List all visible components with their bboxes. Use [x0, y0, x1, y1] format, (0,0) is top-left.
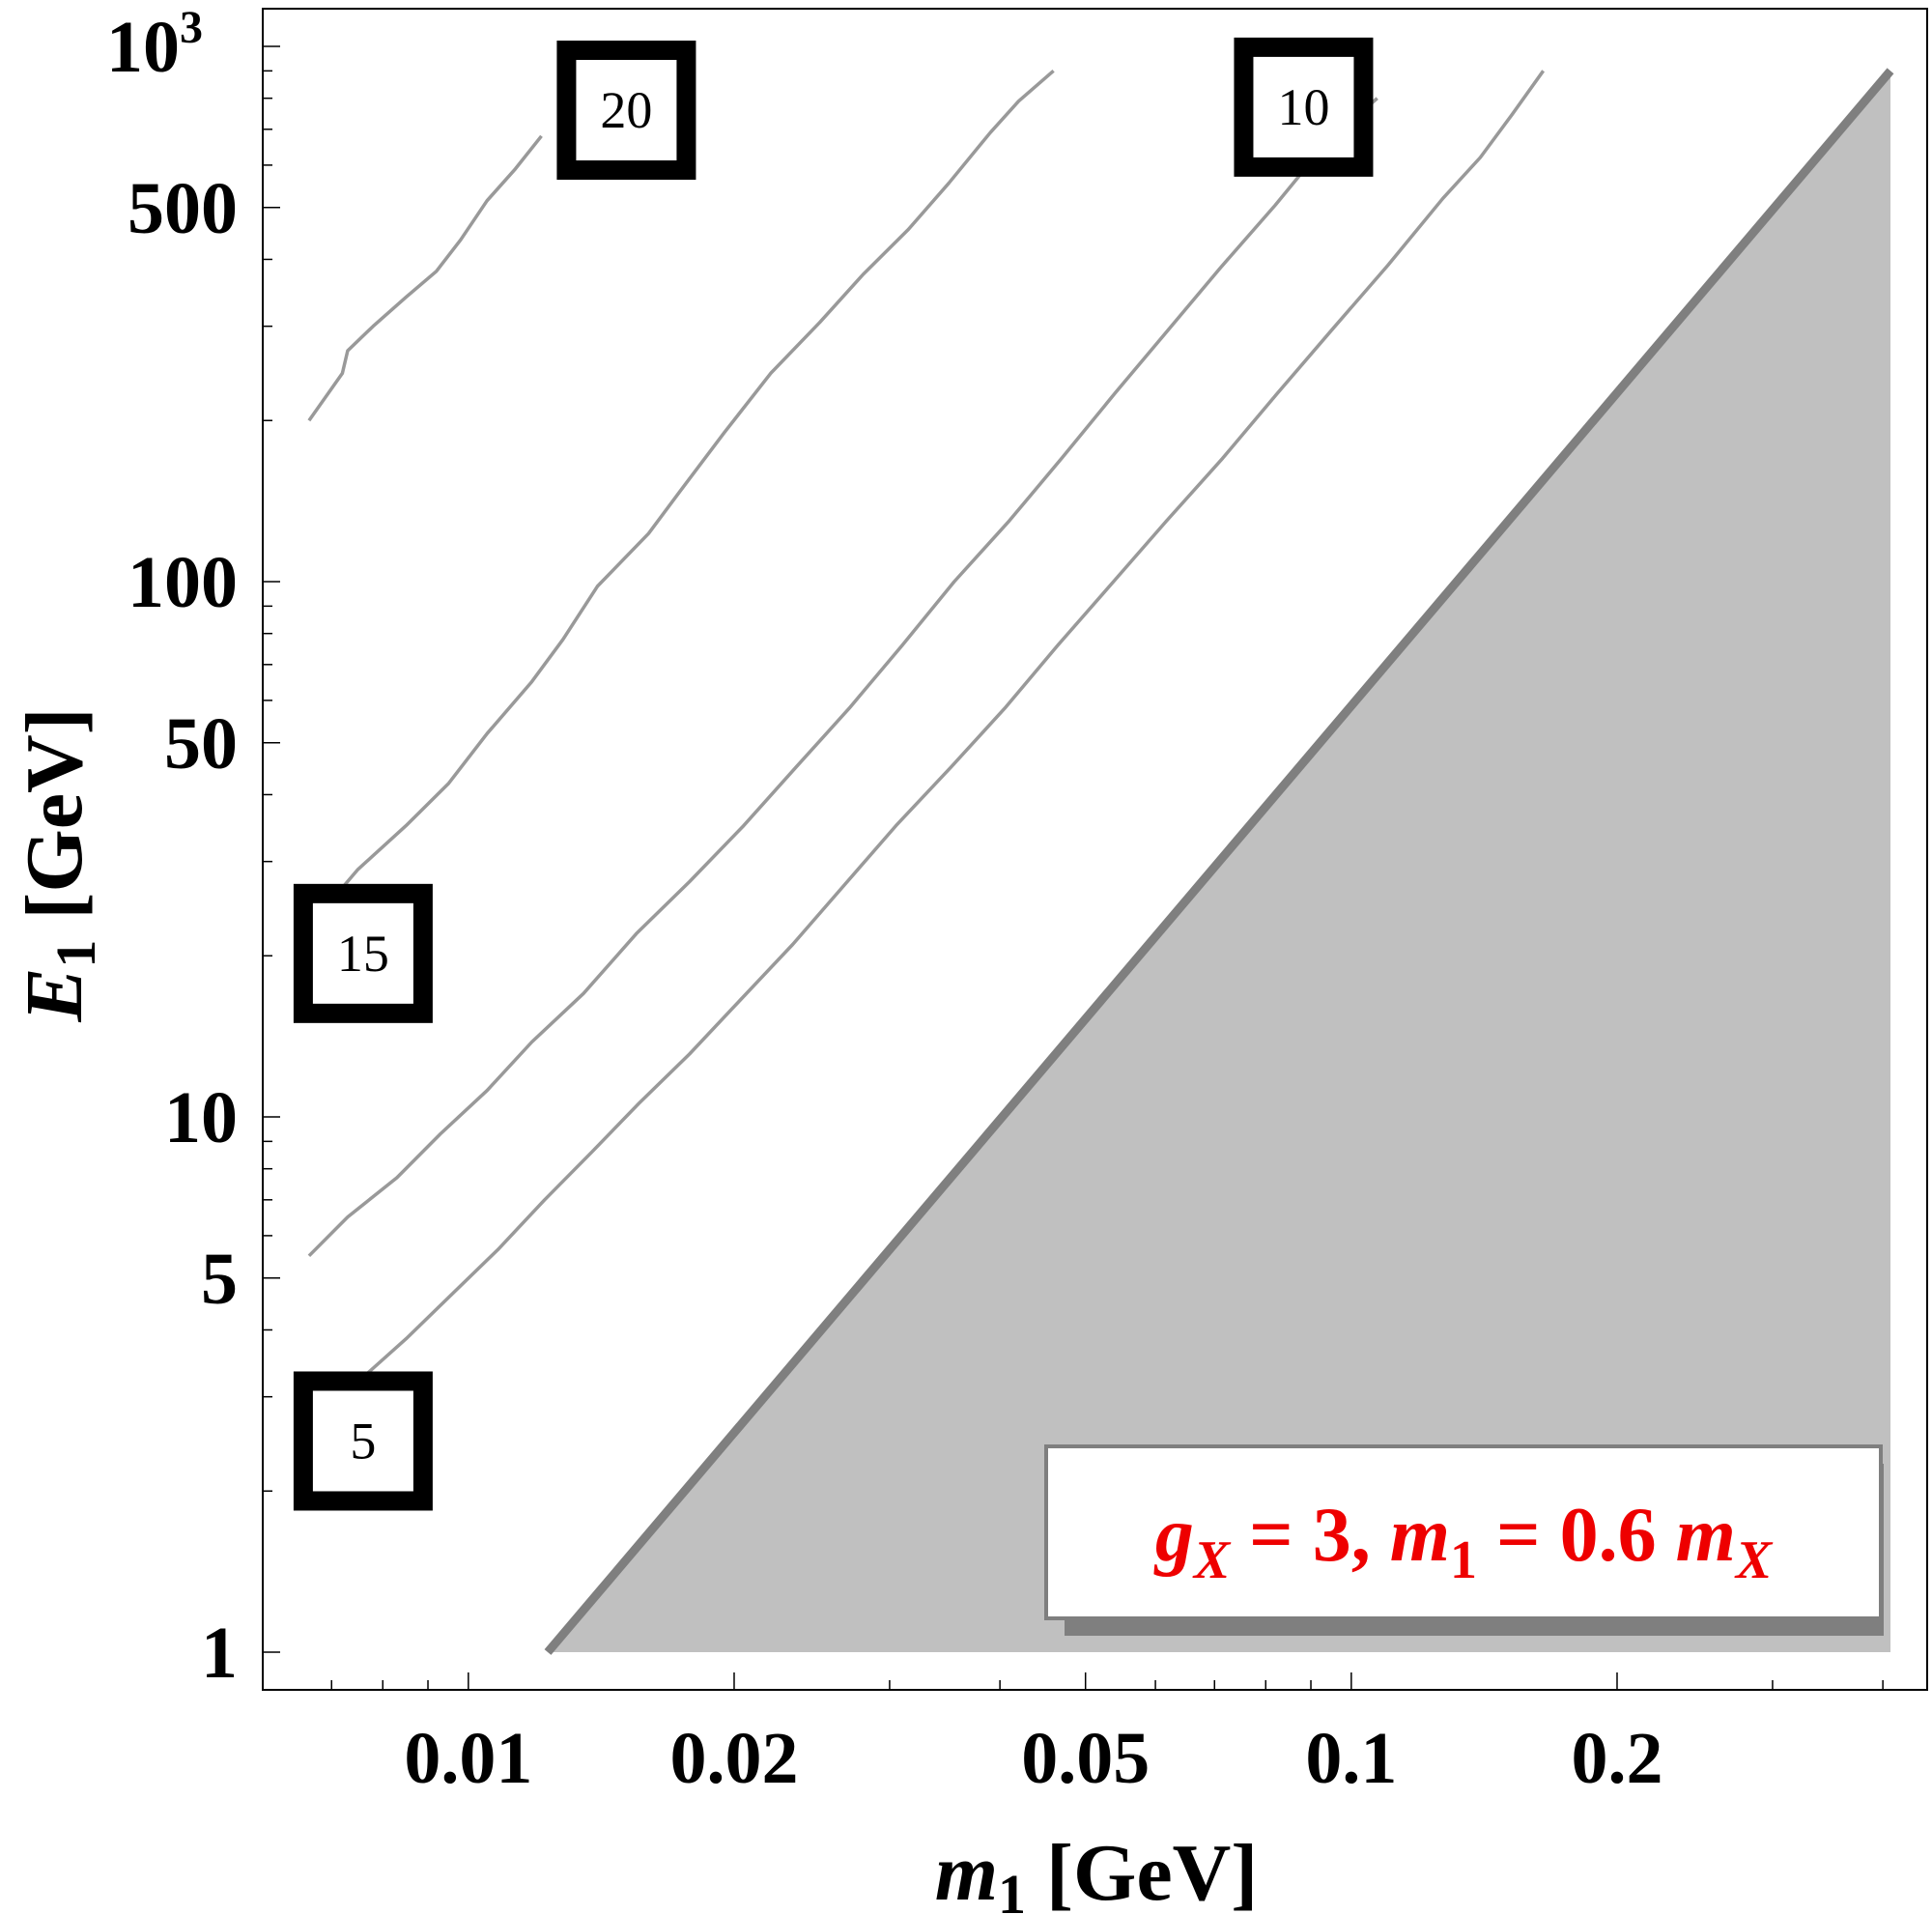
- y-tick-label: 1: [201, 1613, 238, 1694]
- contour-label-20: 20: [556, 41, 696, 181]
- annotation-text: gX = 3, m1 = 0.6 mX: [1153, 1493, 1774, 1590]
- y-tick-label: 500: [128, 168, 238, 249]
- contour-line-10: [307, 97, 1378, 1258]
- x-tick-label: 0.05: [1021, 1718, 1150, 1799]
- x-tick-label: 0.1: [1305, 1718, 1397, 1799]
- x-tick-label: 0.02: [669, 1718, 798, 1799]
- contour-lines-layer: [307, 69, 1546, 1384]
- contour-line-5: [356, 70, 1546, 1384]
- y-tick-label: 103: [106, 2, 203, 88]
- excluded-region-layer: [544, 68, 1894, 1655]
- y-tick-label: 100: [128, 542, 238, 623]
- svg-text:10: 10: [1277, 78, 1329, 136]
- annotation-layer: gX = 3, m1 = 0.6 mX: [1044, 1444, 1884, 1636]
- x-tick-label: 0.01: [404, 1718, 532, 1799]
- contour-line-20: [307, 134, 543, 422]
- x-tick-label: 0.2: [1571, 1718, 1662, 1799]
- plot-frame: [262, 8, 1928, 1691]
- y-axis-title: E1 [GeV]: [10, 707, 107, 1022]
- contour-labels-layer: 20 15 10 5: [293, 37, 1374, 1511]
- y-tick-label: 50: [164, 703, 238, 785]
- parameter-annotation: gX = 3, m1 = 0.6 mX: [1044, 1444, 1884, 1636]
- x-axis-title: m1 [GeV]: [935, 1828, 1259, 1914]
- axis-titles-layer: m1 [GeV] E1 [GeV]: [10, 707, 1258, 1914]
- y-tick-label: 10: [164, 1077, 238, 1158]
- contour-line-15: [319, 69, 1055, 915]
- annotation-box: [1044, 1444, 1883, 1620]
- y-tick-label: 5: [201, 1239, 238, 1320]
- svg-text:15: 15: [337, 925, 389, 983]
- excluded-region-boundary: [544, 68, 1894, 1655]
- svg-text:20: 20: [600, 81, 652, 139]
- contour-label-10: 10: [1234, 37, 1374, 177]
- svg-text:5: 5: [350, 1412, 376, 1470]
- contour-label-15: 15: [293, 883, 433, 1023]
- contour-label-5: 5: [293, 1371, 433, 1511]
